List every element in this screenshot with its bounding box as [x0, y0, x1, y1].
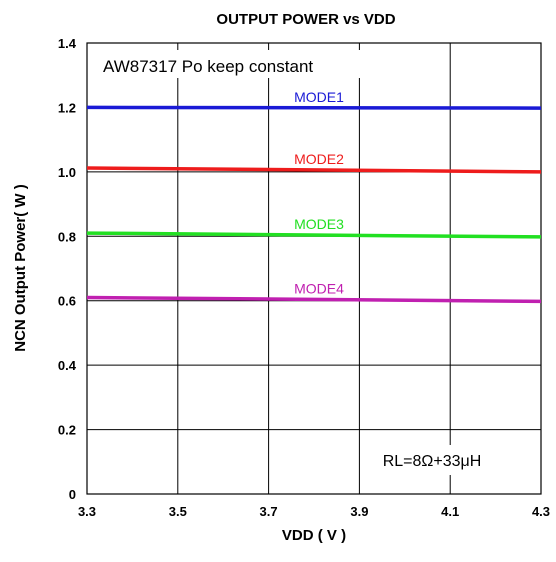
y-tick-label: 0.2 [58, 423, 76, 438]
series-line-mode1 [86, 105, 542, 110]
annotation-top-left: AW87317 Po keep constant [103, 57, 313, 76]
series-label-mode1: MODE1 [294, 89, 344, 105]
x-tick-label: 3.9 [350, 504, 368, 519]
series-line-mode3 [86, 231, 542, 239]
y-tick-label: 1.4 [58, 36, 77, 51]
y-axis-label: NCN Output Power( W ) [12, 184, 29, 351]
y-tick-label: 1.0 [58, 165, 76, 180]
x-tick-label: 3.7 [260, 504, 278, 519]
series-label-mode4: MODE4 [294, 280, 344, 296]
annotation-box [95, 50, 370, 78]
series-line-mode4 [86, 295, 542, 304]
x-tick-label: 3.3 [78, 504, 96, 519]
x-tick-label: 3.5 [169, 504, 187, 519]
series-line-mode2 [86, 166, 542, 174]
plot-frame [86, 42, 542, 495]
y-tick-label: 0 [69, 487, 76, 502]
x-tick-label: 4.3 [532, 504, 550, 519]
y-axis-ticks: 0 0.2 0.4 0.6 0.8 1.0 1.2 1.4 [58, 36, 77, 502]
y-tick-label: 1.2 [58, 100, 76, 115]
series-lines: MODE1 MODE2 MODE3 MODE4 [86, 89, 542, 304]
x-axis-label: VDD ( V ) [282, 527, 346, 544]
y-tick-label: 0.4 [58, 358, 77, 373]
series-label-mode3: MODE3 [294, 216, 344, 232]
grid-lines [87, 43, 541, 494]
x-axis-ticks: 3.3 3.5 3.7 3.9 4.1 4.3 [78, 504, 550, 519]
series-label-mode2: MODE2 [294, 151, 344, 167]
rl-box [362, 445, 502, 475]
x-tick-label: 4.1 [441, 504, 459, 519]
y-tick-label: 0.8 [58, 229, 76, 244]
chart-title: OUTPUT POWER vs VDD [216, 11, 395, 28]
annotation-bottom-right: RL=8Ω+33μH [383, 453, 482, 470]
y-tick-label: 0.6 [58, 294, 76, 309]
